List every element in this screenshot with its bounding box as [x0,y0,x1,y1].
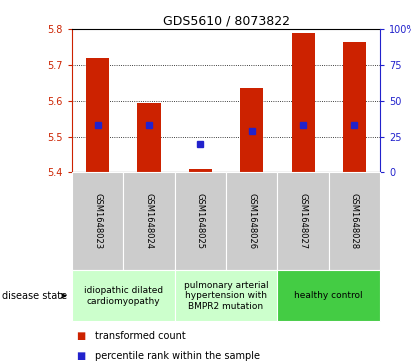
Bar [291,33,315,172]
Text: percentile rank within the sample: percentile rank within the sample [95,351,259,361]
Bar [137,102,161,172]
Text: idiopathic dilated
cardiomyopathy: idiopathic dilated cardiomyopathy [84,286,163,306]
Bar [240,88,263,172]
Title: GDS5610 / 8073822: GDS5610 / 8073822 [162,15,290,28]
Text: GSM1648026: GSM1648026 [247,193,256,249]
Bar [189,169,212,172]
Text: GSM1648024: GSM1648024 [145,193,153,249]
Text: disease state: disease state [2,291,67,301]
Text: healthy control: healthy control [295,291,363,300]
Text: pulmonary arterial
hypertension with
BMPR2 mutation: pulmonary arterial hypertension with BMP… [184,281,268,311]
Text: GSM1648025: GSM1648025 [196,193,205,249]
Text: ■: ■ [76,331,85,341]
Text: ■: ■ [76,351,85,361]
Text: GSM1648023: GSM1648023 [93,193,102,249]
Bar [86,58,109,172]
Bar [343,42,366,172]
Text: GSM1648028: GSM1648028 [350,193,359,249]
Text: GSM1648027: GSM1648027 [299,193,307,249]
Text: transformed count: transformed count [95,331,185,341]
